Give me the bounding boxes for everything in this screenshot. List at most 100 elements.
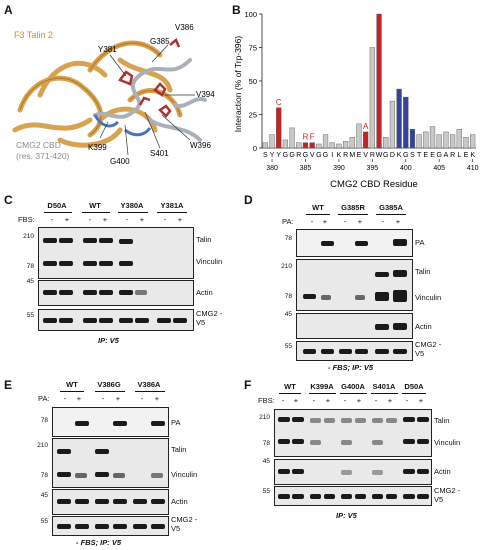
residue-label: G400 [110, 157, 130, 166]
panel-caption: IP: V5 [98, 336, 119, 345]
bar-400 [403, 96, 409, 149]
sign: - [125, 215, 129, 224]
group-header: WT [312, 203, 324, 212]
bar-395 [369, 47, 375, 149]
panel-d-label: D [244, 193, 253, 207]
panel-f: F WT K399A G400A S401A D50A FBS: - + - +… [240, 372, 481, 550]
residue-label: S401 [150, 149, 169, 158]
sign: + [325, 396, 331, 405]
row-label: CMG2 -V5 [434, 486, 461, 504]
x-residue-letter: Y [270, 152, 275, 159]
group-header: D50A [404, 382, 424, 391]
panel-c-label: C [4, 193, 13, 207]
protein-structure-image: F3 Talin 2 Y381 G385 V386 V394 W396 S401… [12, 23, 215, 166]
mw-marker: 45 [26, 278, 34, 285]
sign: - [343, 396, 347, 405]
sign: - [101, 394, 105, 403]
x-residue-letter: E [464, 152, 469, 159]
bar-390 [336, 143, 342, 149]
panel-c: C D50A WT Y380A Y381A FBS: - + - + - + -… [0, 193, 235, 353]
sign: - [374, 396, 378, 405]
bar-403 [423, 131, 429, 149]
sign: + [115, 394, 121, 403]
x-residue-letter: G [283, 152, 288, 159]
panel-f-label: F [244, 378, 252, 392]
bar-annotation: C [276, 98, 282, 107]
group-header: K399A [310, 382, 334, 391]
x-tick-label: 405 [433, 165, 445, 172]
blot-actin [296, 313, 413, 339]
bar-402 [416, 134, 422, 149]
mw-marker: 78 [40, 472, 48, 479]
x-residue-letter: I [331, 152, 333, 159]
sign: + [418, 396, 424, 405]
x-tick-label: 410 [467, 165, 479, 172]
bar-382 [282, 139, 289, 149]
y-tick-label: 50 [249, 77, 257, 86]
sign: - [140, 394, 144, 403]
mw-marker: 78 [284, 235, 292, 242]
bar-405 [436, 134, 442, 149]
x-residue-letter: A [444, 152, 449, 159]
x-residue-letter: G [403, 152, 408, 159]
mw-marker: 55 [284, 343, 292, 350]
x-residue-letter: G [289, 152, 294, 159]
blot-pa [52, 407, 169, 437]
x-residue-letter: E [430, 152, 435, 159]
sign: + [154, 394, 160, 403]
panel-caption: - FBS; IP: V5 [328, 363, 374, 372]
blot-talin-vinculin [274, 409, 432, 457]
mw-marker: 55 [26, 312, 34, 319]
row-label: Talin [196, 235, 212, 244]
bar-379 [262, 142, 268, 149]
mw-marker: 78 [284, 293, 292, 300]
row-label: Actin [196, 288, 213, 297]
x-tick-label: 395 [367, 165, 379, 172]
x-residue-letter: K [397, 152, 402, 159]
bar-383 [289, 127, 295, 149]
row-label: Talin [434, 416, 450, 425]
bar-387 [316, 143, 322, 149]
sign: - [88, 215, 92, 224]
blot-pa [296, 229, 413, 257]
row-label: Vinculin [415, 293, 442, 302]
x-tick-label: 380 [266, 165, 278, 172]
panel-b-label: B [232, 3, 241, 17]
group-header: Y380A [120, 201, 144, 210]
blot-cmg2 [38, 309, 194, 331]
y-tick-label: 0 [253, 144, 257, 153]
sign: - [312, 396, 316, 405]
x-residue-letter: M [349, 152, 355, 159]
bar-annotation: R [303, 133, 309, 142]
bar-396 [376, 13, 382, 149]
mw-marker: 45 [262, 458, 270, 465]
bar-410 [470, 134, 476, 149]
row-label: Actin [171, 497, 188, 506]
sign: + [395, 217, 401, 226]
sign: + [357, 217, 363, 226]
cbd-range: (res. 371-420) [16, 151, 70, 161]
group-header: WT [66, 380, 78, 389]
x-residue-letter: G [316, 152, 321, 159]
x-residue-letter: Y [276, 152, 281, 159]
group-header: Y381A [160, 201, 184, 210]
bar-399 [396, 88, 402, 149]
bar-406 [443, 131, 449, 149]
bar-392 [349, 137, 355, 149]
blot-talin-vinculin [38, 227, 194, 279]
sign: + [64, 215, 70, 224]
x-residue-letter: G [383, 152, 388, 159]
mw-marker: 45 [284, 311, 292, 318]
sign: - [281, 396, 285, 405]
mw-marker: 55 [40, 518, 48, 525]
row-label: PA [415, 238, 425, 247]
mw-marker: 210 [37, 442, 48, 449]
group-header: D50A [47, 201, 67, 210]
sign: - [381, 217, 385, 226]
residue-label: G385 [150, 37, 170, 46]
bar-annotation: A [363, 122, 369, 131]
panel-b: B Interaction (% of Trp-396) CMG2 CBD Re… [228, 0, 481, 190]
sign: + [139, 215, 145, 224]
mw-marker: 45 [40, 492, 48, 499]
sign: - [343, 217, 347, 226]
